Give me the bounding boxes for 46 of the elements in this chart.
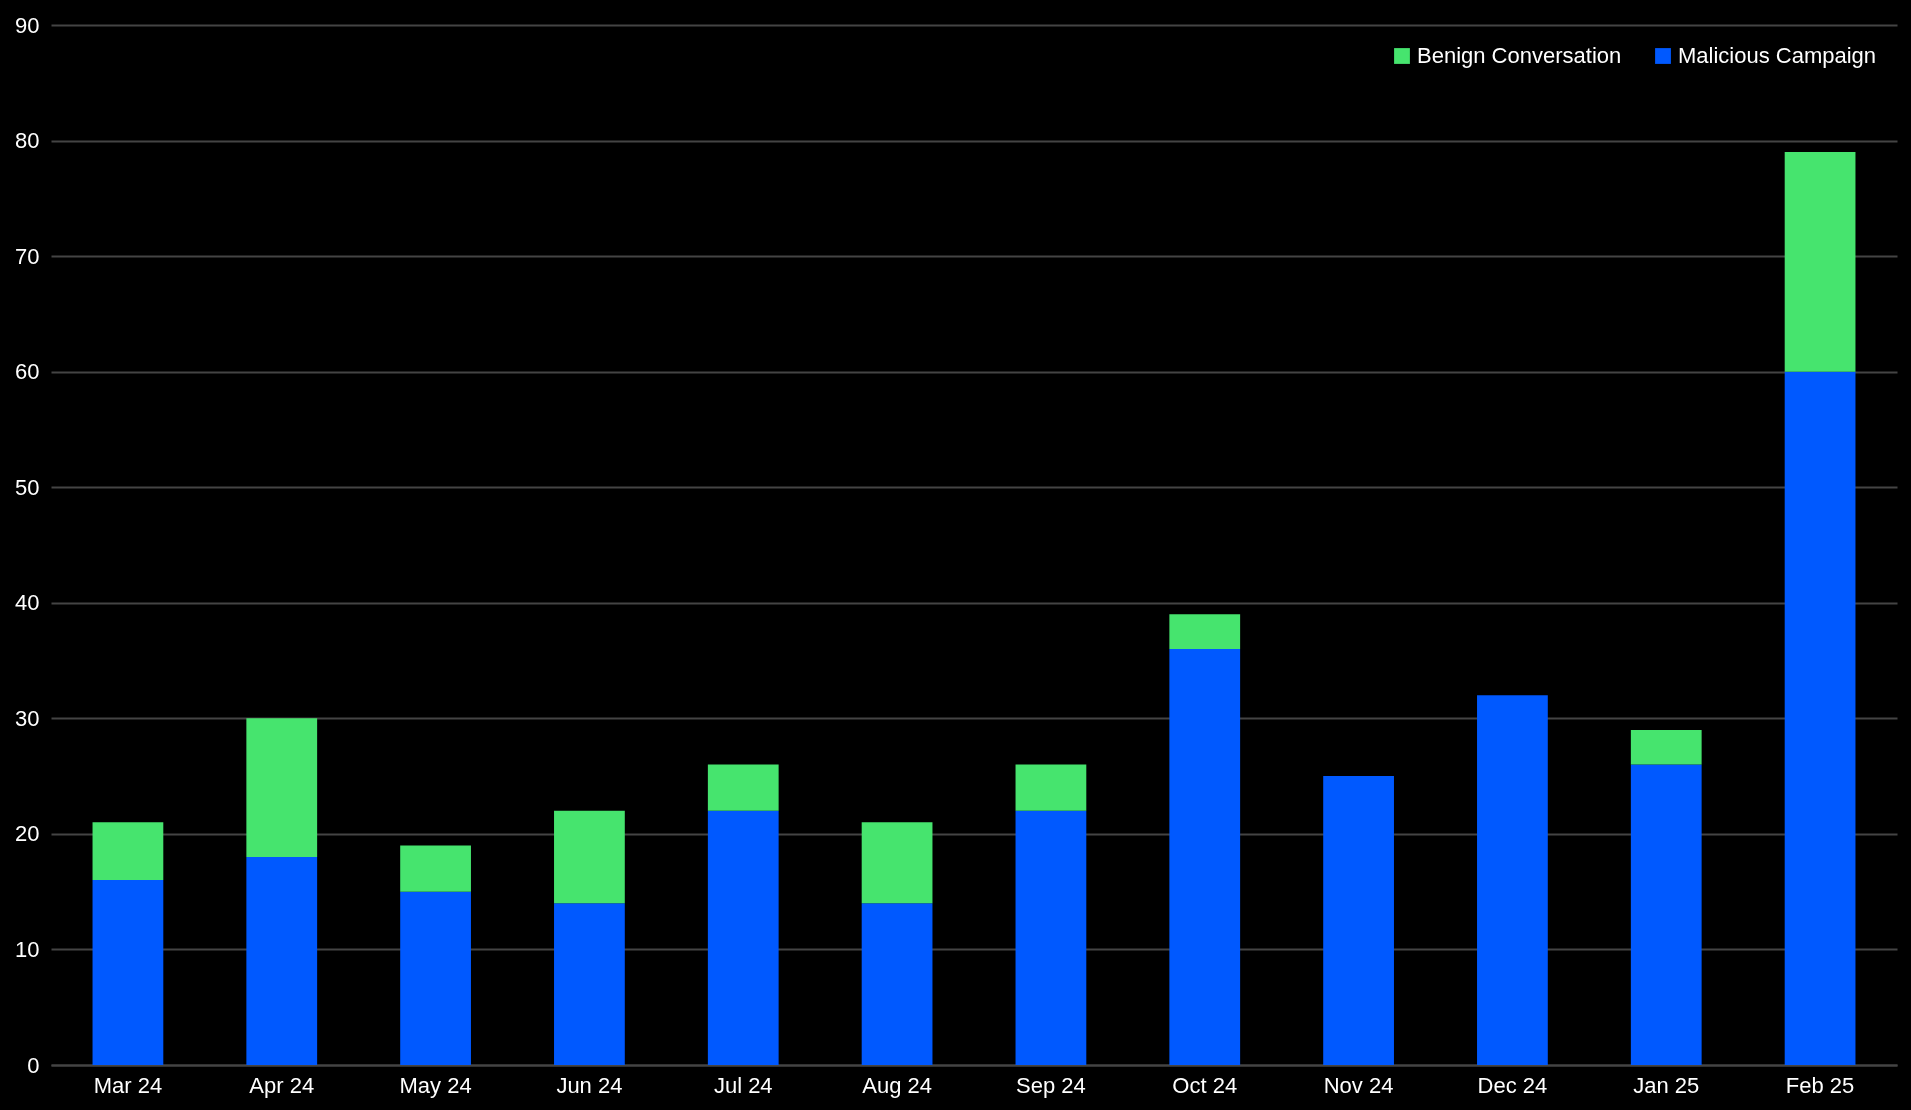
x-tick-label: Apr 24 [249, 1072, 315, 1098]
bar [246, 718, 318, 857]
x-tick-label: Feb 25 [1785, 1072, 1855, 1098]
bar [1630, 729, 1702, 765]
y-tick-label: 80 [15, 128, 40, 154]
y-tick-label: 10 [15, 936, 40, 962]
legend-label: Benign Conversation [1417, 43, 1622, 68]
bar [1323, 776, 1394, 1065]
y-tick-label: 40 [15, 590, 40, 616]
bar [246, 857, 318, 1065]
bar [1477, 695, 1548, 1065]
y-tick-label: 20 [15, 821, 40, 847]
bar [92, 822, 164, 881]
bar [92, 880, 164, 1065]
bar [1169, 614, 1241, 649]
bar [1015, 764, 1087, 811]
y-tick-label: 60 [15, 359, 40, 385]
x-tick-label: Jan 25 [1633, 1072, 1700, 1098]
x-tick-label: Jun 24 [556, 1072, 623, 1098]
x-tick-label: Nov 24 [1323, 1072, 1394, 1098]
x-tick-label: Mar 24 [93, 1072, 163, 1098]
bar [1630, 764, 1702, 1065]
bar [861, 822, 933, 904]
y-tick-label: 90 [15, 12, 40, 38]
x-tick-label: Jul 24 [713, 1072, 773, 1098]
y-tick-label: 30 [15, 705, 40, 731]
x-tick-label: Sep 24 [1016, 1072, 1086, 1098]
legend-label: Malicious Campaign [1678, 43, 1877, 68]
bar [1784, 152, 1856, 372]
y-tick-label: 70 [15, 243, 40, 269]
x-tick-label: Oct 24 [1172, 1072, 1238, 1098]
bar [1784, 371, 1856, 1065]
bar [1015, 810, 1087, 1065]
bar [554, 810, 625, 904]
y-tick-label: 50 [15, 474, 40, 500]
x-tick-label: Aug 24 [862, 1072, 932, 1098]
x-tick-label: May 24 [399, 1072, 472, 1098]
bar [400, 891, 471, 1065]
bar [554, 903, 625, 1065]
x-tick-label: Dec 24 [1477, 1072, 1548, 1098]
bar [1169, 649, 1241, 1065]
bar [707, 764, 779, 811]
bar [707, 810, 779, 1065]
bar [400, 845, 471, 892]
bar [861, 903, 933, 1065]
y-tick-label: 0 [27, 1052, 40, 1078]
